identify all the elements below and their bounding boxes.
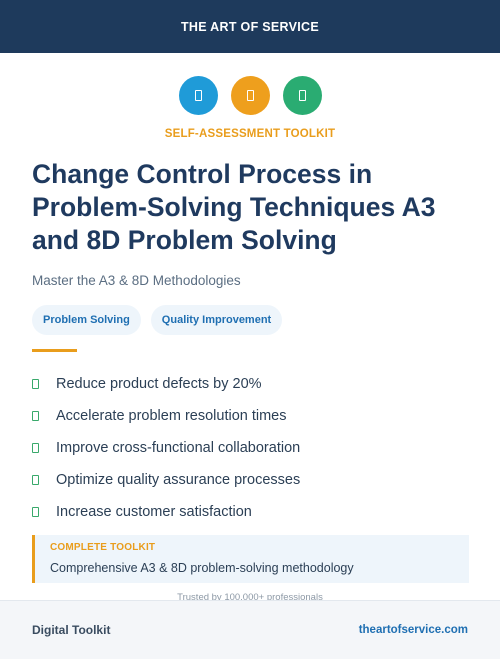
footer: Digital Toolkit theartofservice.com [0,600,500,659]
orange-document-icon [230,76,270,115]
check-icon [32,475,39,485]
benefit-item: Increase customer satisfaction [32,496,300,528]
check-icon [32,379,39,389]
benefit-list: Reduce product defects by 20% Accelerate… [32,368,300,528]
benefit-text: Increase customer satisfaction [56,504,252,520]
trusted-note: Trusted by 100,000+ professionals [177,592,323,603]
check-icon [32,443,39,453]
accent-divider [32,349,77,352]
benefit-item: Improve cross-functional collaboration [32,432,300,464]
page-title: Change Control Process in Problem-Solvin… [32,159,436,255]
tag-list: Problem Solving Quality Improvement [32,305,283,335]
check-icon [32,411,39,421]
subtitle: Master the A3 & 8D Methodologies [32,273,241,288]
green-document-icon [282,76,322,115]
footer-link[interactable]: theartofservice.com [358,624,468,636]
benefit-text: Improve cross-functional collaboration [56,440,301,456]
callout-text: Comprehensive A3 & 8D problem-solving me… [50,561,354,575]
check-icon [32,507,39,517]
top-banner: THE ART OF SERVICE [0,0,500,53]
toolkit-callout: COMPLETE TOOLKIT Comprehensive A3 & 8D p… [32,535,469,583]
benefit-text: Reduce product defects by 20% [56,376,262,392]
callout-label: COMPLETE TOOLKIT [50,542,156,553]
benefit-item: Reduce product defects by 20% [32,368,300,400]
tag-quality-improvement: Quality Improvement [150,305,283,335]
brand-name: THE ART OF SERVICE [180,19,320,34]
benefit-item: Optimize quality assurance processes [32,464,300,496]
benefit-item: Accelerate problem resolution times [32,400,300,432]
icon-row [0,76,500,115]
blue-document-icon [178,76,218,115]
kicker-label: SELF-ASSESSMENT TOOLKIT [164,128,336,140]
benefit-text: Accelerate problem resolution times [56,408,287,424]
tag-problem-solving: Problem Solving [32,305,141,335]
footer-label: Digital Toolkit [32,623,111,637]
benefit-text: Optimize quality assurance processes [56,472,301,488]
